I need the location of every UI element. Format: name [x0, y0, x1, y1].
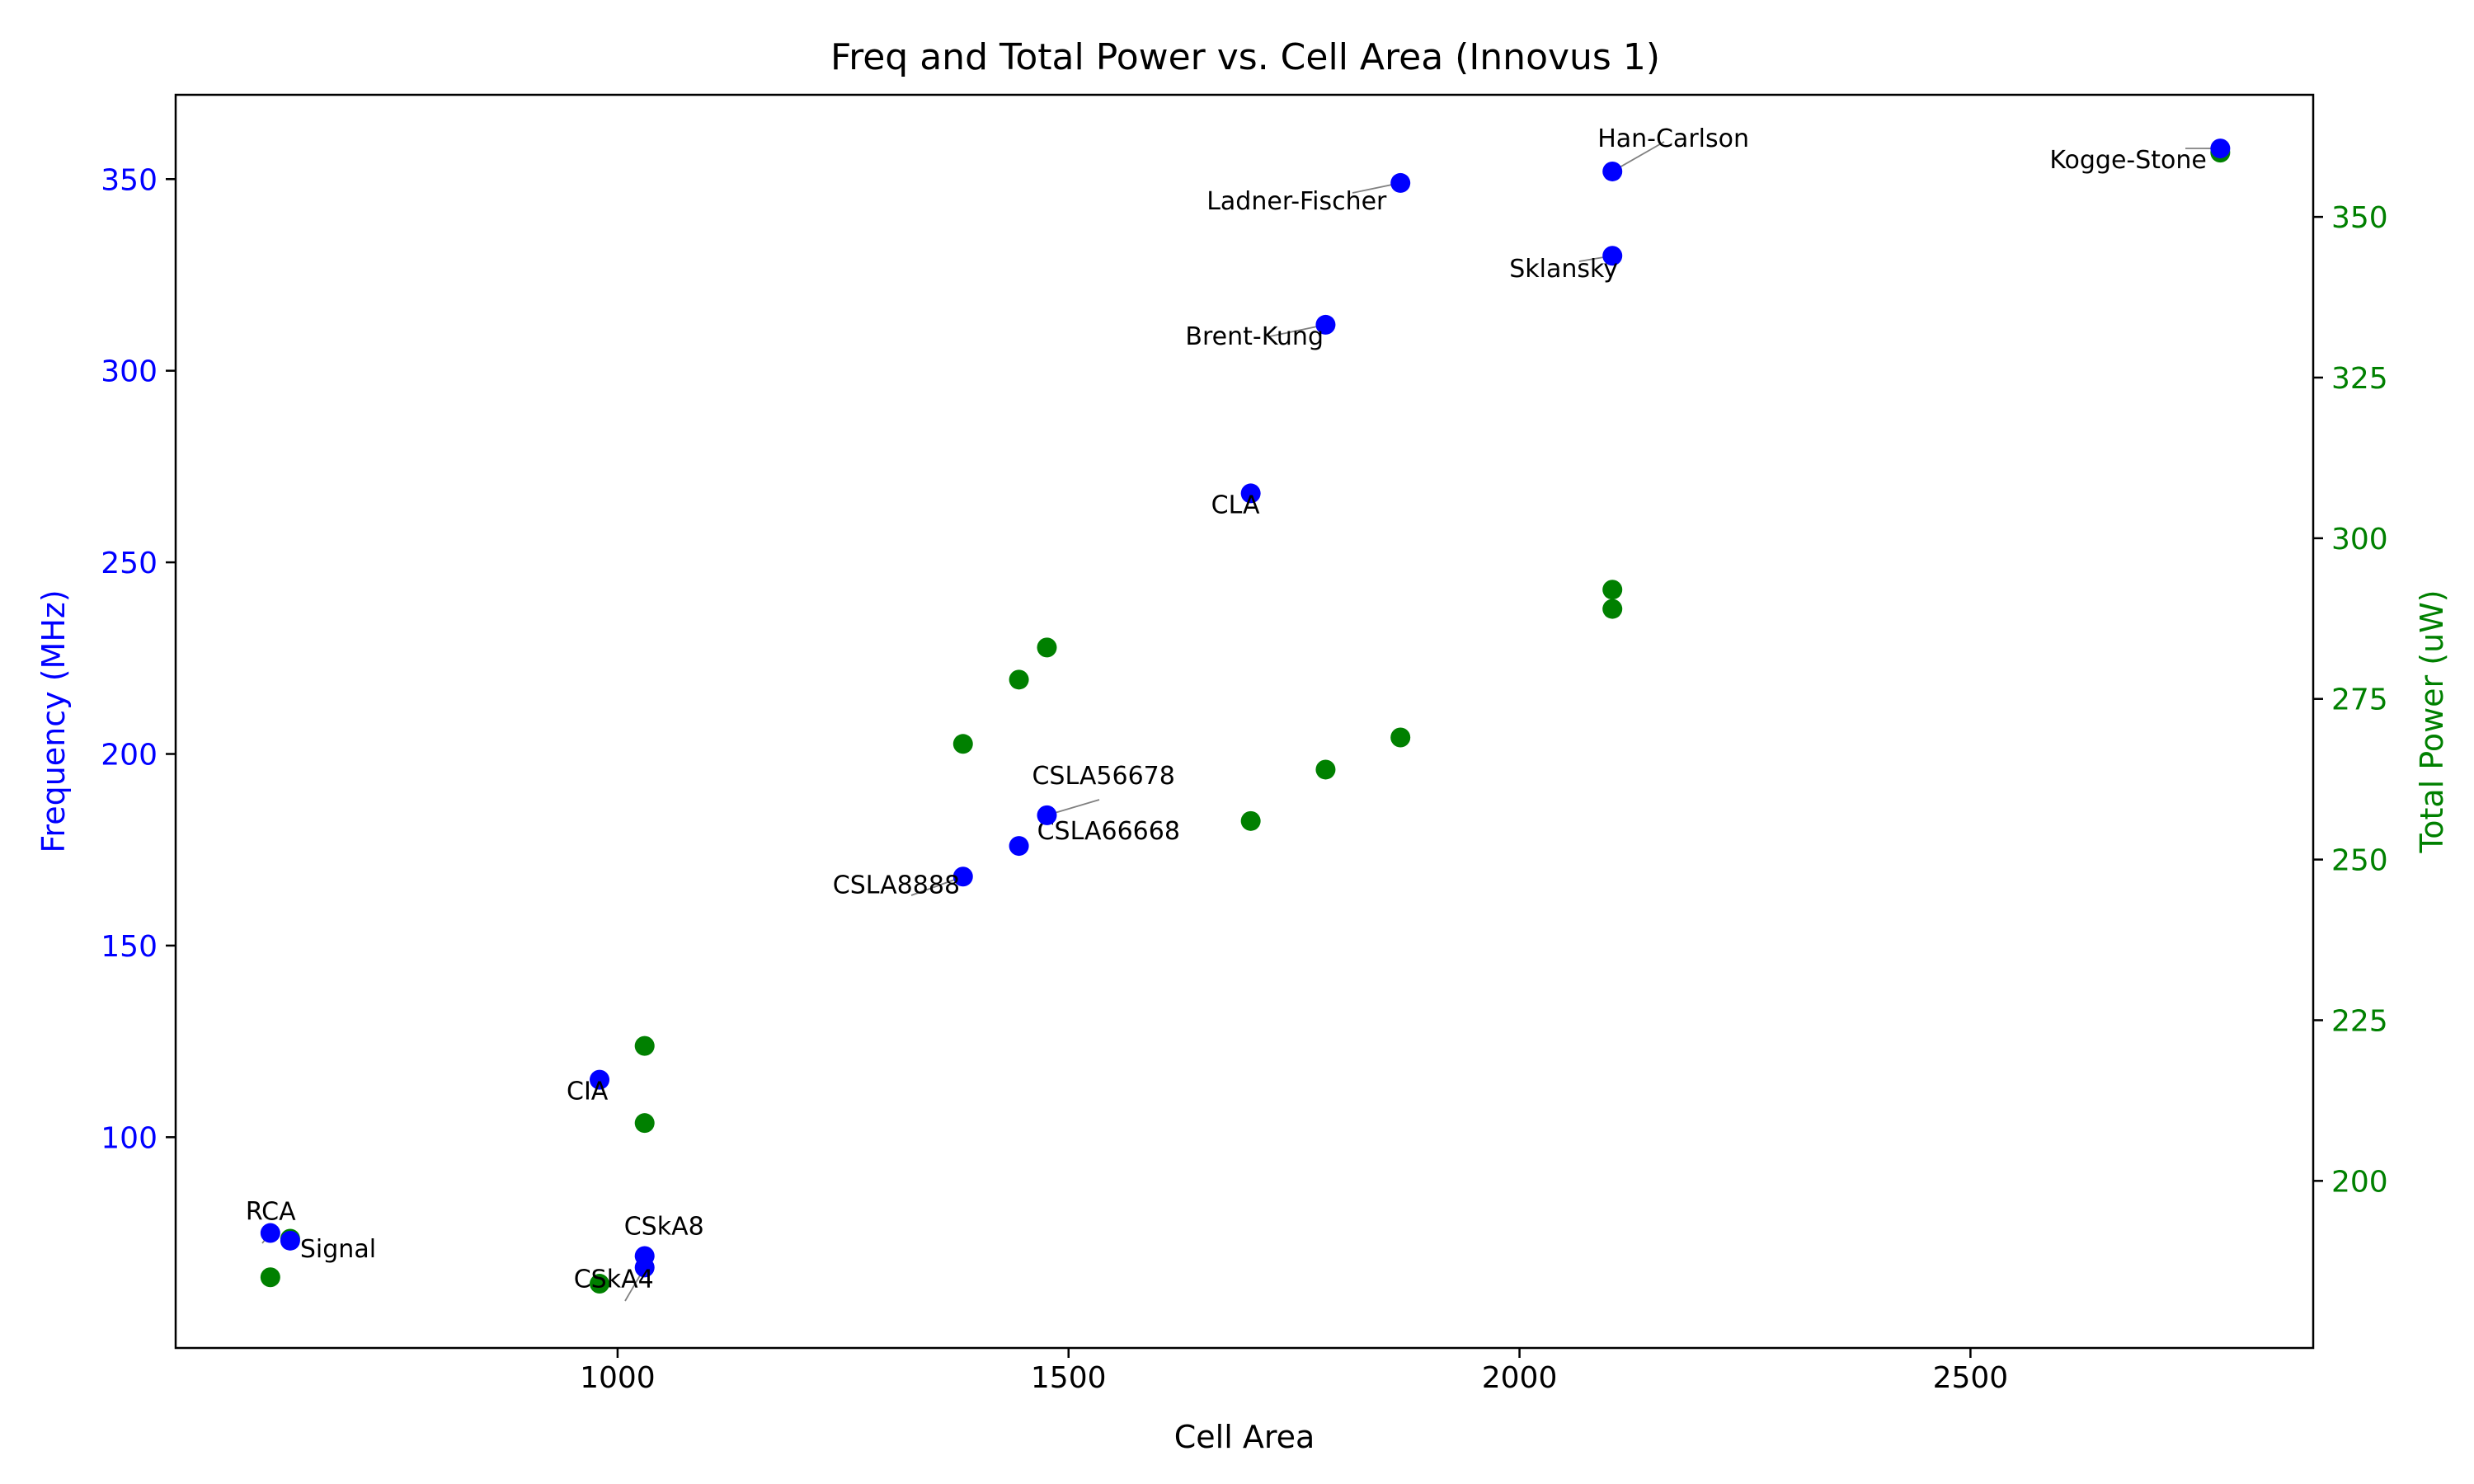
power-point — [1037, 637, 1057, 658]
point-label: CSLA8888 — [833, 871, 960, 899]
frequency-point — [1240, 483, 1261, 504]
power-point — [590, 1274, 610, 1294]
left-y-axis-title: Frequency (MHz) — [35, 589, 72, 852]
power-point — [1602, 599, 1623, 619]
power-point — [1240, 810, 1261, 831]
left-y-tick-label: 200 — [101, 739, 158, 773]
frequency-point — [1009, 836, 1029, 857]
right-y-tick-label: 250 — [2331, 844, 2388, 878]
frequency-point — [634, 1257, 655, 1278]
frequency-point — [590, 1069, 610, 1090]
x-tick-label: 1000 — [580, 1361, 656, 1395]
point-label: CSLA66668 — [1037, 817, 1180, 846]
right-y-tick-label: 275 — [2331, 683, 2388, 717]
frequency-point — [1390, 172, 1411, 193]
x-tick-label: 2000 — [1482, 1361, 1558, 1395]
point-label: CSLA56678 — [1032, 762, 1174, 791]
point-label: CIA — [567, 1078, 609, 1106]
frequency-point — [260, 1223, 280, 1243]
left-y-tick-label: 150 — [101, 930, 158, 964]
annotation-arrow — [1611, 141, 1665, 172]
right-y-tick-label: 350 — [2331, 201, 2388, 235]
frequency-point — [1037, 805, 1057, 825]
power-point — [952, 734, 973, 754]
plot-area: 1000 1500 2000 2500 100 150 200 250 300 350 200 225… — [101, 124, 2387, 1395]
point-label: Ladner-Fischer — [1206, 187, 1387, 216]
frequency-point — [952, 866, 973, 887]
left-y-tick-label: 300 — [101, 355, 158, 389]
frequency-point — [1602, 246, 1623, 266]
frequency-point — [1602, 161, 1623, 181]
power-point — [1009, 669, 1029, 690]
right-y-tick-label: 225 — [2331, 1004, 2388, 1038]
power-point — [634, 1036, 655, 1056]
right-y-axis-title: Total Power (uW) — [2414, 589, 2450, 853]
point-label: RCA — [246, 1198, 296, 1227]
point-label: Kogge-Stone — [2049, 146, 2207, 175]
power-point — [260, 1267, 280, 1288]
point-label: CLA — [1211, 491, 1260, 519]
left-y-tick-label: 350 — [101, 163, 158, 197]
frequency-point — [1315, 314, 1336, 335]
point-label: Han-Carlson — [1597, 124, 1749, 153]
point-label: CSkA4 — [574, 1265, 654, 1294]
point-label: Signal — [300, 1235, 376, 1264]
power-point — [634, 1113, 655, 1134]
power-point — [1602, 580, 1623, 600]
frequency-point — [2210, 139, 2231, 159]
power-point — [1315, 759, 1336, 780]
x-tick-label: 1500 — [1031, 1361, 1107, 1395]
chart-title: Freq and Total Power vs. Cell Area (Inno… — [830, 36, 1660, 78]
right-y-tick-label: 300 — [2331, 523, 2388, 556]
left-y-tick-label: 100 — [101, 1121, 158, 1155]
x-axis-title: Cell Area — [1174, 1419, 1315, 1455]
point-label: CSkA8 — [624, 1212, 704, 1241]
frequency-point — [280, 1230, 300, 1251]
power-point — [1390, 727, 1411, 748]
point-label: Brent-Kung — [1185, 322, 1324, 351]
left-y-tick-label: 250 — [101, 547, 158, 580]
point-label: Sklansky — [1509, 255, 1618, 284]
right-y-tick-label: 200 — [2331, 1165, 2388, 1199]
x-tick-label: 2500 — [1933, 1361, 2009, 1395]
right-y-tick-label: 325 — [2331, 362, 2388, 396]
plot-frame — [174, 93, 2315, 1350]
